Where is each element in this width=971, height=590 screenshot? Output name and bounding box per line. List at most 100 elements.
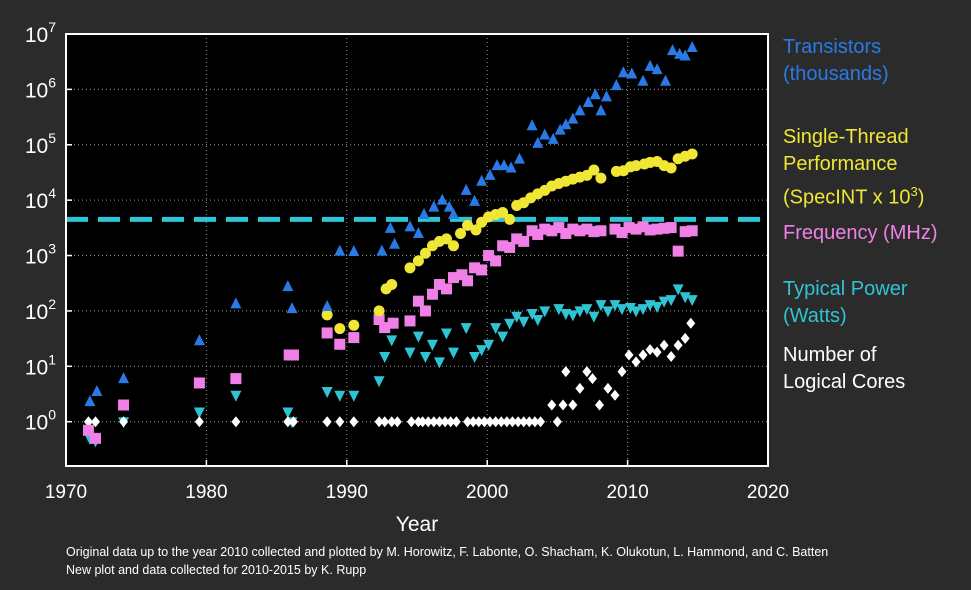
legend-single-thread-sup: 3: [910, 184, 918, 199]
data-point: [443, 200, 455, 212]
data-point: [491, 416, 501, 428]
data-point: [539, 223, 551, 235]
legend-single-thread: Single-Thread Performance (SpecINT x 103…: [783, 124, 924, 212]
data-point: [322, 416, 332, 428]
data-point: [448, 272, 460, 284]
data-point: [118, 372, 130, 384]
data-point: [652, 346, 662, 358]
data-point: [686, 148, 698, 160]
series-4: [83, 317, 696, 428]
data-point: [460, 183, 472, 195]
data-point: [379, 352, 391, 364]
data-point: [419, 305, 431, 317]
data-point: [513, 416, 523, 428]
data-point: [406, 416, 416, 428]
data-point: [433, 278, 445, 290]
data-point: [412, 226, 424, 238]
data-point: [373, 314, 385, 326]
credit-line-2: New plot and data collected for 2010-201…: [66, 563, 367, 577]
data-point: [426, 288, 438, 300]
data-point: [484, 168, 496, 180]
data-point: [349, 416, 359, 428]
data-point: [552, 416, 562, 428]
data-point: [376, 244, 388, 256]
y-tick-label: 107: [25, 19, 56, 47]
data-point: [448, 347, 460, 359]
data-point: [526, 308, 538, 320]
data-point: [610, 389, 620, 401]
data-point: [460, 323, 472, 335]
data-point: [84, 395, 96, 407]
data-point: [498, 159, 510, 171]
data-point: [419, 352, 431, 364]
data-point: [428, 200, 440, 212]
data-point: [476, 174, 488, 186]
data-point: [82, 424, 94, 436]
data-point: [603, 382, 613, 394]
data-point: [469, 352, 481, 364]
data-point: [567, 223, 579, 235]
data-point: [474, 416, 484, 428]
data-point: [463, 416, 473, 428]
y-tick-label: 106: [25, 74, 56, 102]
data-point: [496, 416, 506, 428]
data-point: [436, 193, 448, 205]
data-point: [193, 334, 205, 346]
series-2: [82, 221, 698, 444]
data-point: [665, 162, 677, 174]
data-point: [373, 376, 385, 388]
data-point: [679, 226, 691, 238]
data-point: [231, 416, 241, 428]
data-point: [497, 206, 509, 218]
data-point: [348, 390, 360, 402]
y-tick-label: 102: [25, 296, 56, 324]
data-point: [532, 315, 544, 327]
data-point: [455, 227, 467, 239]
data-point: [617, 366, 627, 378]
data-point: [321, 387, 333, 399]
x-tick-label: 2010: [606, 482, 648, 503]
data-point: [616, 227, 628, 239]
data-point: [418, 208, 430, 220]
data-point: [334, 244, 346, 256]
data-point: [321, 309, 333, 321]
data-point: [429, 416, 439, 428]
data-point: [389, 237, 401, 249]
y-tick-label: 104: [25, 185, 56, 213]
data-point: [462, 219, 474, 231]
legend-power: Typical Power (Watts): [783, 276, 908, 330]
data-point: [230, 373, 242, 385]
data-point: [118, 399, 130, 411]
data-point: [321, 327, 333, 339]
data-point: [490, 323, 502, 335]
legend-transistors-line2: (thousands): [783, 63, 889, 85]
axis-ticks: 1970 1980 1990 2000 2010 2020 100 101 102 103 104 1…: [25, 19, 789, 503]
data-point: [374, 416, 384, 428]
data-point: [380, 416, 390, 428]
data-point: [497, 240, 509, 252]
data-point: [387, 317, 399, 329]
data-point: [513, 152, 525, 164]
legend-single-thread-line1: Single-Thread: [783, 126, 909, 148]
y-tick-label: 101: [25, 351, 56, 379]
data-point: [419, 247, 431, 259]
data-point: [547, 132, 559, 144]
data-point: [637, 221, 649, 233]
data-point: [440, 283, 452, 295]
data-point: [491, 159, 503, 171]
data-point: [193, 407, 205, 419]
data-point: [434, 416, 444, 428]
y-tick-label: 103: [25, 241, 56, 269]
data-point: [334, 338, 346, 350]
data-point: [504, 318, 516, 330]
data-point: [230, 390, 242, 402]
data-point: [412, 295, 424, 307]
y-tick-label: 105: [25, 130, 56, 158]
data-point: [595, 399, 605, 411]
data-point: [282, 280, 294, 292]
data-point: [686, 41, 698, 53]
data-point: [462, 275, 474, 287]
legend-frequency: Frequency (MHz): [783, 220, 937, 247]
y-tick-label: 100: [25, 407, 56, 435]
data-point: [588, 226, 600, 238]
